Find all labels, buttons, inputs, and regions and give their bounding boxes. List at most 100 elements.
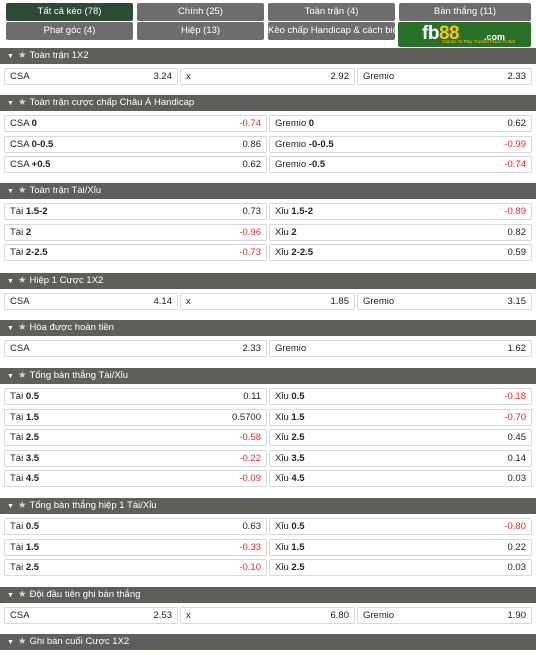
odds-cell[interactable]: x 2.92: [180, 68, 355, 85]
odds-cell[interactable]: Gremio 0 0.62: [269, 115, 532, 132]
star-icon[interactable]: ★: [17, 275, 27, 286]
tab-1[interactable]: Tất cả kèo (78): [6, 3, 133, 21]
section-header[interactable]: ▼ ★ Hiệp 1 Cược 1X2: [0, 273, 536, 289]
odds-cell[interactable]: Xỉu 2.5 0.45: [269, 429, 532, 446]
odds-value: 0.62: [242, 159, 262, 170]
odds-cell[interactable]: Gremio 1.90: [357, 607, 532, 624]
odds-cell[interactable]: Xỉu 1.5 -0.70: [269, 408, 532, 426]
odds-cell[interactable]: Gremio 1.62: [269, 340, 532, 357]
odds-value: 3.15: [507, 296, 527, 307]
odds-value: 0.62: [507, 118, 527, 129]
tab-3[interactable]: Toàn trận (4): [268, 3, 395, 21]
tab-7[interactable]: Kèo chấp Handicap & cách biệt (3): [268, 22, 395, 40]
odds-cell[interactable]: CSA 0-0.5 0.86: [4, 135, 267, 153]
logo-brand-number: 88: [438, 23, 460, 44]
logo-brand: fb: [422, 23, 439, 44]
tab-5[interactable]: Phạt góc (4): [6, 22, 133, 40]
caret-down-icon[interactable]: ▼: [7, 503, 14, 510]
odds-cell[interactable]: Gremio 2.33: [357, 68, 532, 85]
selection-name: Gremio: [275, 159, 307, 170]
caret-down-icon[interactable]: ▼: [7, 592, 14, 599]
odds-cell[interactable]: Tài 1.5 0.5700: [4, 408, 267, 426]
odds-cell[interactable]: x 6.80: [180, 607, 355, 624]
fb88-logo[interactable]: fb88 .com Games To Play Trusted Place To B…: [398, 22, 531, 47]
selection-label: Xỉu 1.5: [275, 410, 305, 425]
odds-value: 0.03: [507, 473, 527, 484]
odds-value: -0.09: [239, 473, 261, 484]
tab-2[interactable]: Chính (25): [137, 3, 264, 21]
odds-cell[interactable]: Xỉu 2-2.5 0.59: [269, 244, 532, 261]
odds-cell[interactable]: CSA 2.53: [4, 607, 178, 624]
star-icon[interactable]: ★: [17, 97, 27, 108]
odds-value: 1.85: [330, 296, 350, 307]
star-icon[interactable]: ★: [17, 185, 27, 196]
section-header[interactable]: ▼ ★ Hòa được hoàn tiền: [0, 320, 536, 336]
odds-cell[interactable]: Gremio -0-0.5 -0.99: [269, 135, 532, 153]
section-header[interactable]: ▼ ★ Toàn trận 1X2: [0, 48, 536, 64]
odds-cell[interactable]: x 1.85: [180, 293, 355, 310]
odds-cell[interactable]: Tài 2 -0.96: [4, 223, 267, 241]
odds-cell[interactable]: Tài 2-2.5 -0.73: [4, 244, 267, 261]
odds-cell[interactable]: CSA 4.14: [4, 293, 178, 310]
odds-cell[interactable]: Xỉu 1.5-2 -0.89: [269, 203, 532, 220]
selection-label: Xỉu 2.5: [275, 560, 305, 575]
section-header[interactable]: ▼ ★ Toàn trận Tài/Xỉu: [0, 183, 536, 199]
section-header[interactable]: ▼ ★ Đội đầu tiên ghi bàn thắng: [0, 587, 536, 603]
odds-cell[interactable]: Tài 2.5 -0.58: [4, 429, 267, 446]
selection-name: CSA: [10, 296, 30, 307]
star-icon[interactable]: ★: [17, 589, 27, 600]
odds-cell[interactable]: CSA 2.33: [4, 340, 267, 357]
odds-cell[interactable]: CSA 3.24: [4, 68, 178, 85]
tab-6[interactable]: Hiệp (13): [137, 22, 264, 40]
selection-label: Xỉu 2-2.5: [275, 245, 313, 260]
selection-line: 1.5: [25, 411, 40, 423]
caret-down-icon[interactable]: ▼: [7, 639, 14, 646]
selection-label: Xỉu 4.5: [275, 471, 305, 486]
odds-cell[interactable]: Tài 4.5 -0.09: [4, 470, 267, 487]
odds-cell[interactable]: Xỉu 0.5 -0.80: [269, 518, 532, 535]
section-header[interactable]: ▼ ★ Tổng bàn thắng Tài/Xỉu: [0, 368, 536, 384]
odds-cell[interactable]: Tài 2.5 -0.10: [4, 559, 267, 576]
star-icon[interactable]: ★: [17, 322, 27, 333]
odds-cell[interactable]: Xỉu 1.5 0.22: [269, 538, 532, 556]
odds-cell[interactable]: Gremio -0.5 -0.74: [269, 156, 532, 173]
odds-cell[interactable]: Gremio 3.15: [357, 293, 532, 310]
star-icon[interactable]: ★: [17, 636, 27, 647]
caret-down-icon[interactable]: ▼: [7, 53, 14, 60]
section-title: Hiệp 1 Cược 1X2: [29, 275, 104, 286]
selection-label: CSA: [10, 294, 30, 309]
star-icon[interactable]: ★: [17, 500, 27, 511]
caret-down-icon[interactable]: ▼: [7, 100, 14, 107]
star-icon[interactable]: ★: [17, 50, 27, 61]
caret-down-icon[interactable]: ▼: [7, 278, 14, 285]
caret-down-icon[interactable]: ▼: [7, 325, 14, 332]
selection-line: 2-2.5: [291, 247, 314, 258]
odds-cell[interactable]: Xỉu 3.5 0.14: [269, 449, 532, 467]
star-icon[interactable]: ★: [17, 370, 27, 381]
odds-cell[interactable]: CSA +0.5 0.62: [4, 156, 267, 173]
selection-name: Tài: [10, 473, 24, 484]
odds-cell[interactable]: Xỉu 4.5 0.03: [269, 470, 532, 487]
selection-label: CSA 0-0.5: [10, 137, 53, 152]
selection-line: 0.5: [25, 521, 40, 532]
odds-cell[interactable]: Tài 0.5 0.11: [4, 388, 267, 405]
selection-line: 4.5: [25, 473, 40, 484]
caret-down-icon[interactable]: ▼: [7, 373, 14, 380]
odds-cell[interactable]: Xỉu 2.5 0.03: [269, 559, 532, 576]
selection-label: x: [186, 608, 191, 623]
section-header[interactable]: ▼ ★ Ghi bàn cuối Cược 1X2: [0, 634, 536, 650]
selection-line: 0: [31, 118, 37, 129]
section-header[interactable]: ▼ ★ Tổng bàn thắng hiệp 1 Tài/Xỉu: [0, 498, 536, 514]
section-header[interactable]: ▼ ★ Toàn trận cược chấp Châu Á Handicap: [0, 95, 536, 111]
odds-cell[interactable]: Tài 1.5 -0.33: [4, 538, 267, 556]
caret-down-icon[interactable]: ▼: [7, 188, 14, 195]
odds-cell[interactable]: CSA 0 -0.74: [4, 115, 267, 132]
tab-4[interactable]: Bàn thắng (11): [399, 3, 531, 21]
odds-cell[interactable]: Tài 3.5 -0.22: [4, 449, 267, 467]
odds-cell[interactable]: Tài 1.5-2 0.73: [4, 203, 267, 220]
selection-name: Tài: [10, 452, 24, 464]
odds-cell[interactable]: Xỉu 2 0.82: [269, 223, 532, 241]
odds-cell[interactable]: Tài 0.5 0.63: [4, 518, 267, 535]
odds-cell[interactable]: Xỉu 0.5 -0.18: [269, 388, 532, 405]
selection-line: 0.5: [291, 391, 305, 402]
